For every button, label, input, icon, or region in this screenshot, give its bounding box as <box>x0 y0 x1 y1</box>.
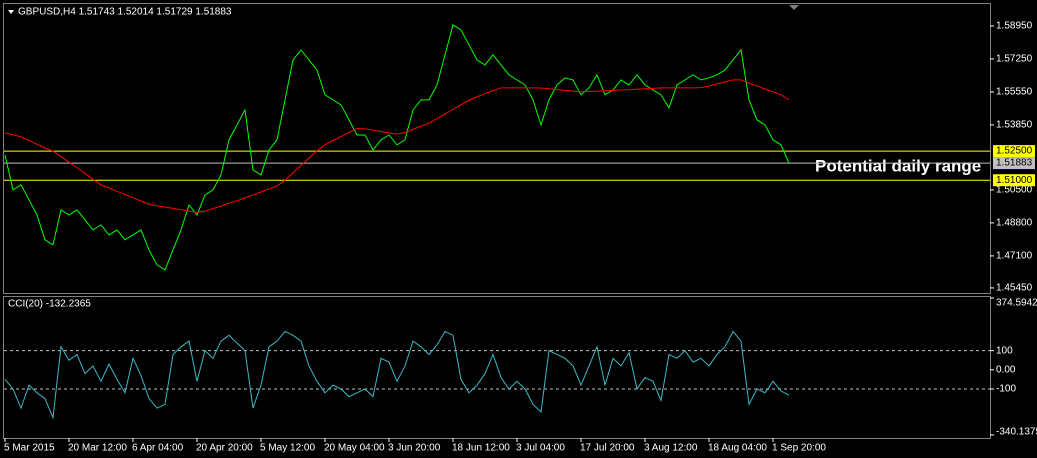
x-tick-label: 3 Jul 04:00 <box>516 443 565 454</box>
x-tick-label: 18 Jun 12:00 <box>452 443 510 454</box>
menu-arrow[interactable] <box>8 10 14 14</box>
series-line <box>4 330 790 420</box>
y-tick-label: 1.55550 <box>996 87 1033 98</box>
x-tick-label: 3 Jun 20:00 <box>388 443 441 454</box>
y-tick-label: 100 <box>996 345 1013 356</box>
y-tick-label: 0.00 <box>996 364 1016 375</box>
y-tick-label: 1.47100 <box>996 251 1033 262</box>
y-tick-label: 1.53850 <box>996 120 1033 131</box>
y-tick-label: 1.48800 <box>996 218 1033 229</box>
x-tick-label: 20 May 04:00 <box>324 443 385 454</box>
series-line <box>4 79 790 213</box>
cci-panel <box>3 296 991 439</box>
x-tick-label: 17 Jul 20:00 <box>580 443 635 454</box>
shift-marker <box>789 5 799 10</box>
price-panel <box>3 3 991 294</box>
x-tick-label: 18 Aug 04:00 <box>708 443 767 454</box>
y-tick-label: 1.58950 <box>996 21 1033 32</box>
indicator-title: CCI(20) -132.2365 <box>8 299 91 310</box>
price-label: 1.51883 <box>996 158 1033 169</box>
y-tick-label: -340.1375 <box>996 427 1037 438</box>
chart-title: GBPUSD,H4 1.51743 1.52014 1.51729 1.5188… <box>18 7 232 18</box>
x-tick-label: 3 Aug 12:00 <box>644 443 698 454</box>
x-tick-label: 1 Sep 20:00 <box>772 443 826 454</box>
price-label-box <box>993 145 1035 158</box>
y-tick-label: 1.57250 <box>996 54 1033 65</box>
price-label: 1.52500 <box>996 146 1033 157</box>
price-label-box <box>993 157 1035 170</box>
x-tick-label: 20 Mar 12:00 <box>68 443 127 454</box>
x-tick-label: 5 Mar 2015 <box>4 443 55 454</box>
y-tick-label: 1.50500 <box>996 185 1033 196</box>
price-label-box <box>993 174 1035 187</box>
x-tick-label: 20 Apr 20:00 <box>196 443 253 454</box>
price-label: 1.51000 <box>996 175 1033 186</box>
y-tick-label: 374.5942 <box>996 298 1037 309</box>
y-tick-label: 1.45450 <box>996 283 1033 294</box>
x-tick-label: 6 Apr 04:00 <box>132 443 184 454</box>
x-tick-label: 5 May 12:00 <box>260 443 315 454</box>
y-tick-label: -100 <box>996 384 1016 395</box>
series-line <box>4 24 790 271</box>
annotation: Potential daily range <box>815 156 981 175</box>
